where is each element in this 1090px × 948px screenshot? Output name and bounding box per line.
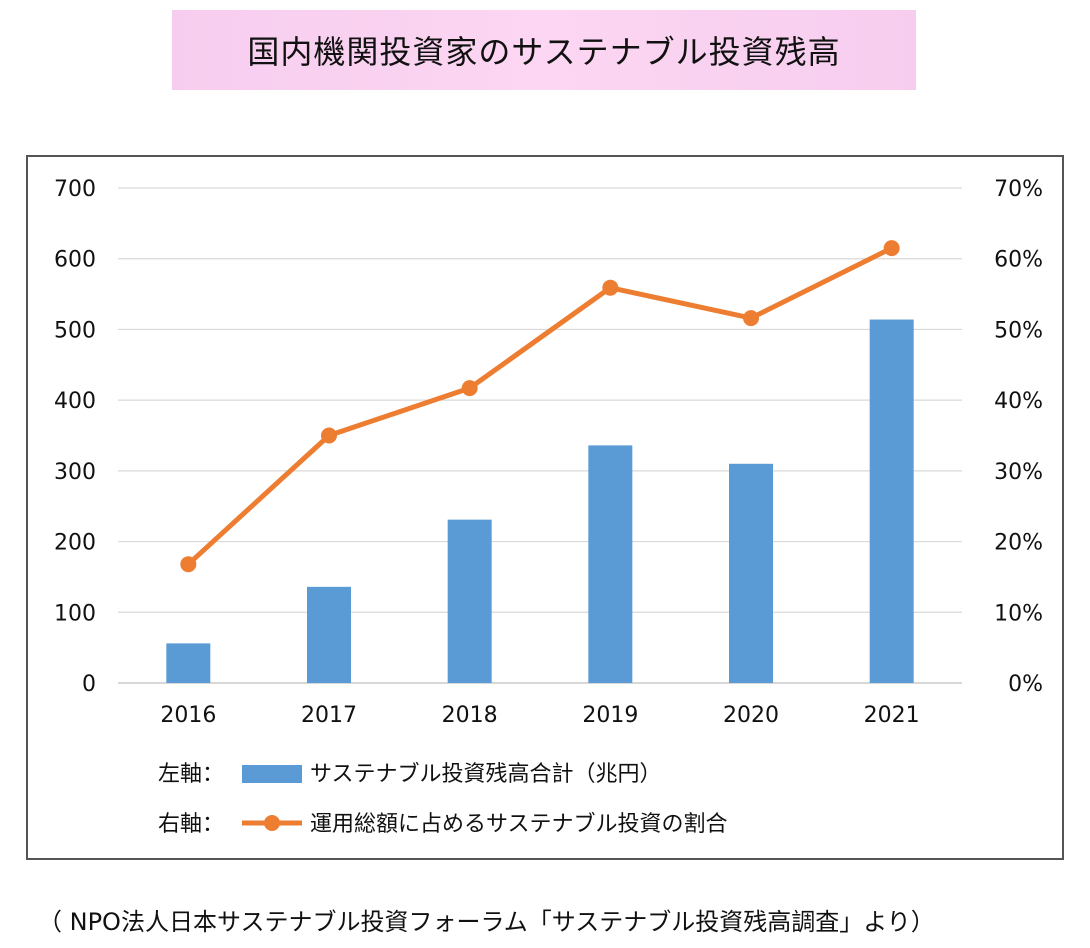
line-point: [321, 427, 337, 444]
legend-label: サステナブル投資残高合計（兆円）: [310, 762, 662, 787]
line-point: [602, 279, 619, 296]
right-axis-ticks: 0% 10% 20% 30% 40% 50% 60% 70%: [994, 177, 1043, 697]
right-tick-label: 10%: [994, 601, 1043, 626]
bar: [729, 463, 773, 683]
bar: [307, 586, 351, 683]
left-tick-label: 500: [54, 318, 96, 343]
gridlines: [118, 187, 962, 684]
left-tick-label: 300: [54, 460, 96, 485]
bar: [869, 319, 914, 683]
legend-label: 運用総額に占めるサステナブル投資の割合: [310, 812, 728, 837]
line-point: [461, 380, 478, 397]
line-point: [180, 556, 197, 573]
chart-frame: [26, 155, 1064, 860]
left-tick-label: 0: [82, 672, 96, 697]
x-tick-label: 2020: [723, 703, 779, 728]
line-series: [180, 240, 900, 573]
right-tick-label: 20%: [994, 531, 1043, 556]
chart-title: 国内機関投資家のサステナブル投資残高: [247, 33, 841, 71]
line-point: [883, 240, 900, 257]
source-note: （ NPO法人日本サステナブル投資フォーラム「サステナブル投資残高調査」より）: [38, 908, 935, 936]
legend-swatch-marker: [264, 815, 280, 831]
series-line: [185, 245, 895, 567]
right-tick-label: 0%: [1008, 672, 1043, 697]
x-tick-label: 2018: [442, 703, 498, 728]
left-tick-label: 400: [54, 389, 96, 414]
legend-prefix: 左軸：: [158, 762, 224, 787]
bar: [588, 445, 633, 683]
left-tick-label: 200: [54, 531, 96, 556]
bar: [447, 519, 492, 683]
legend-prefix: 右軸：: [158, 812, 224, 837]
bar-series: [166, 319, 914, 683]
right-tick-label: 70%: [994, 177, 1043, 202]
chart-title-box: 国内機関投資家のサステナブル投資残高: [172, 10, 916, 90]
legend: 左軸： サステナブル投資残高合計（兆円） 右軸： 運用総額に占めるサステナブル投資の割…: [158, 762, 728, 837]
left-tick-label: 600: [54, 248, 96, 273]
right-tick-label: 50%: [994, 318, 1043, 343]
legend-swatch-bar: [242, 765, 302, 783]
left-tick-label: 700: [54, 177, 96, 202]
line-point: [743, 310, 759, 327]
x-tick-label: 2016: [160, 703, 216, 728]
x-axis-ticks: 2016 2017 2018 2019 2020 2021: [160, 703, 919, 728]
left-axis-ticks: 0 100 200 300 400 500 600 700: [54, 177, 96, 697]
right-tick-label: 40%: [994, 389, 1043, 414]
bar: [166, 643, 211, 683]
left-tick-label: 100: [54, 601, 96, 626]
x-tick-label: 2017: [301, 703, 357, 728]
right-tick-label: 30%: [994, 460, 1043, 485]
x-tick-label: 2021: [864, 703, 920, 728]
right-tick-label: 60%: [994, 248, 1043, 273]
x-tick-label: 2019: [582, 703, 638, 728]
